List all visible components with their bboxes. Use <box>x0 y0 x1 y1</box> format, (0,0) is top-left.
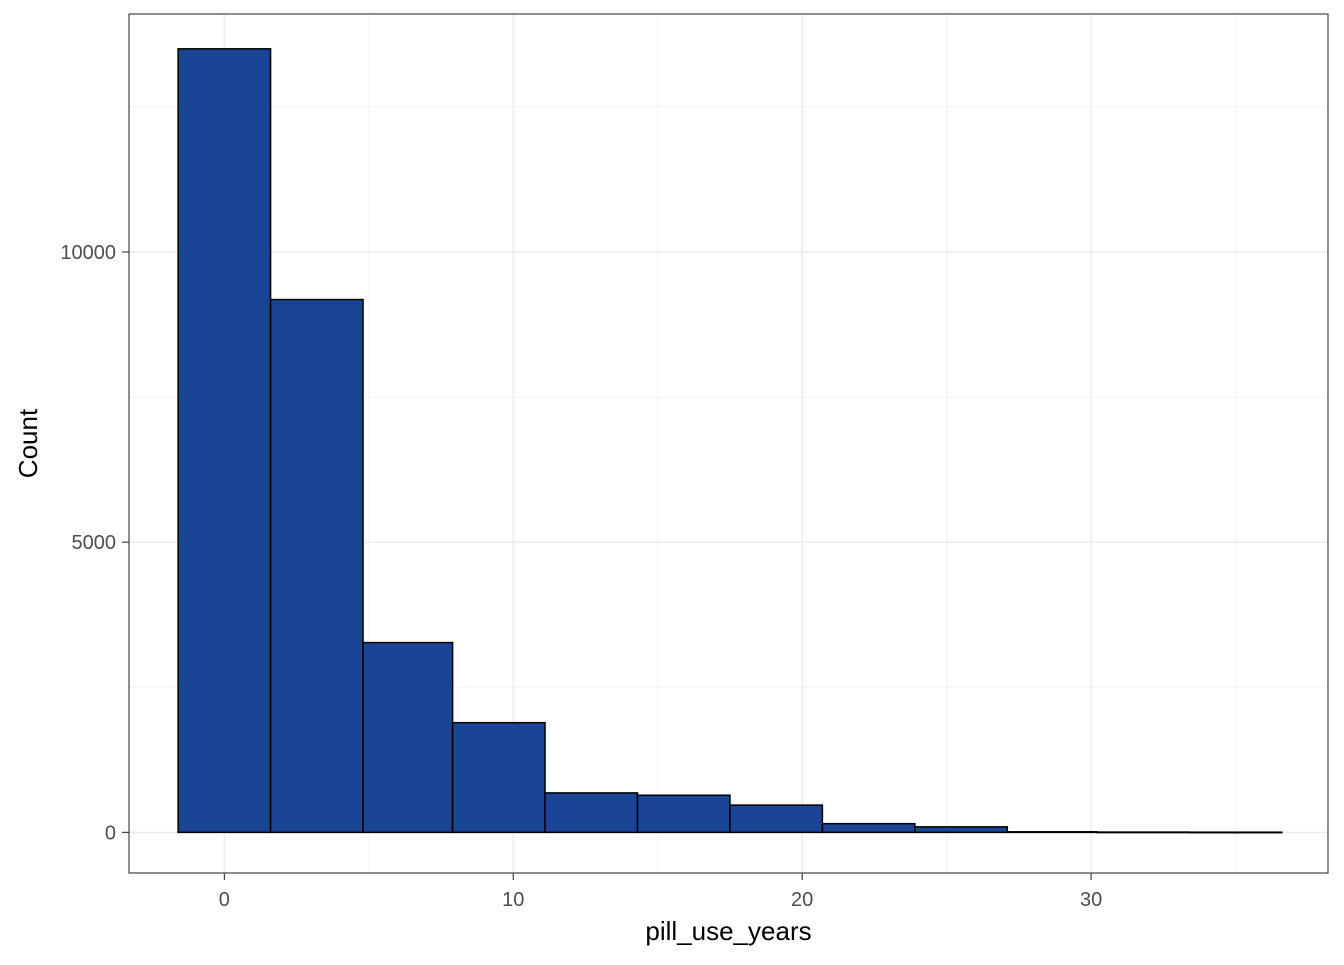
y-axis-title: Count <box>13 408 43 478</box>
histogram-bar-6 <box>636 794 731 834</box>
y-axis: 0 5000 10000 <box>60 242 129 844</box>
y-tick-label: 0 <box>105 822 116 844</box>
histogram-bar-5 <box>544 792 639 834</box>
y-tick-label: 5000 <box>72 532 117 554</box>
histogram-bar-7 <box>729 804 824 834</box>
histogram-bar-11 <box>1096 831 1191 834</box>
histogram-bar-2 <box>269 298 364 834</box>
histogram-bar-8 <box>821 822 916 834</box>
x-axis-title: pill_use_years <box>645 916 811 946</box>
histogram-bar-9 <box>914 826 1009 834</box>
x-axis: 0 10 20 30 <box>219 873 1102 911</box>
histogram-bar-3 <box>362 641 454 834</box>
histogram-bar-10 <box>1006 831 1098 834</box>
x-tick-label: 30 <box>1080 889 1102 911</box>
x-tick-label: 10 <box>502 889 524 911</box>
histogram-bar-4 <box>451 721 546 834</box>
y-tick-label: 10000 <box>60 242 116 264</box>
histogram-bars <box>177 48 1283 834</box>
histogram-bar-12 <box>1188 831 1283 834</box>
x-tick-label: 20 <box>791 889 813 911</box>
histogram-bar-1 <box>177 48 272 834</box>
panel-border <box>128 13 1329 874</box>
x-tick-label: 0 <box>219 889 230 911</box>
